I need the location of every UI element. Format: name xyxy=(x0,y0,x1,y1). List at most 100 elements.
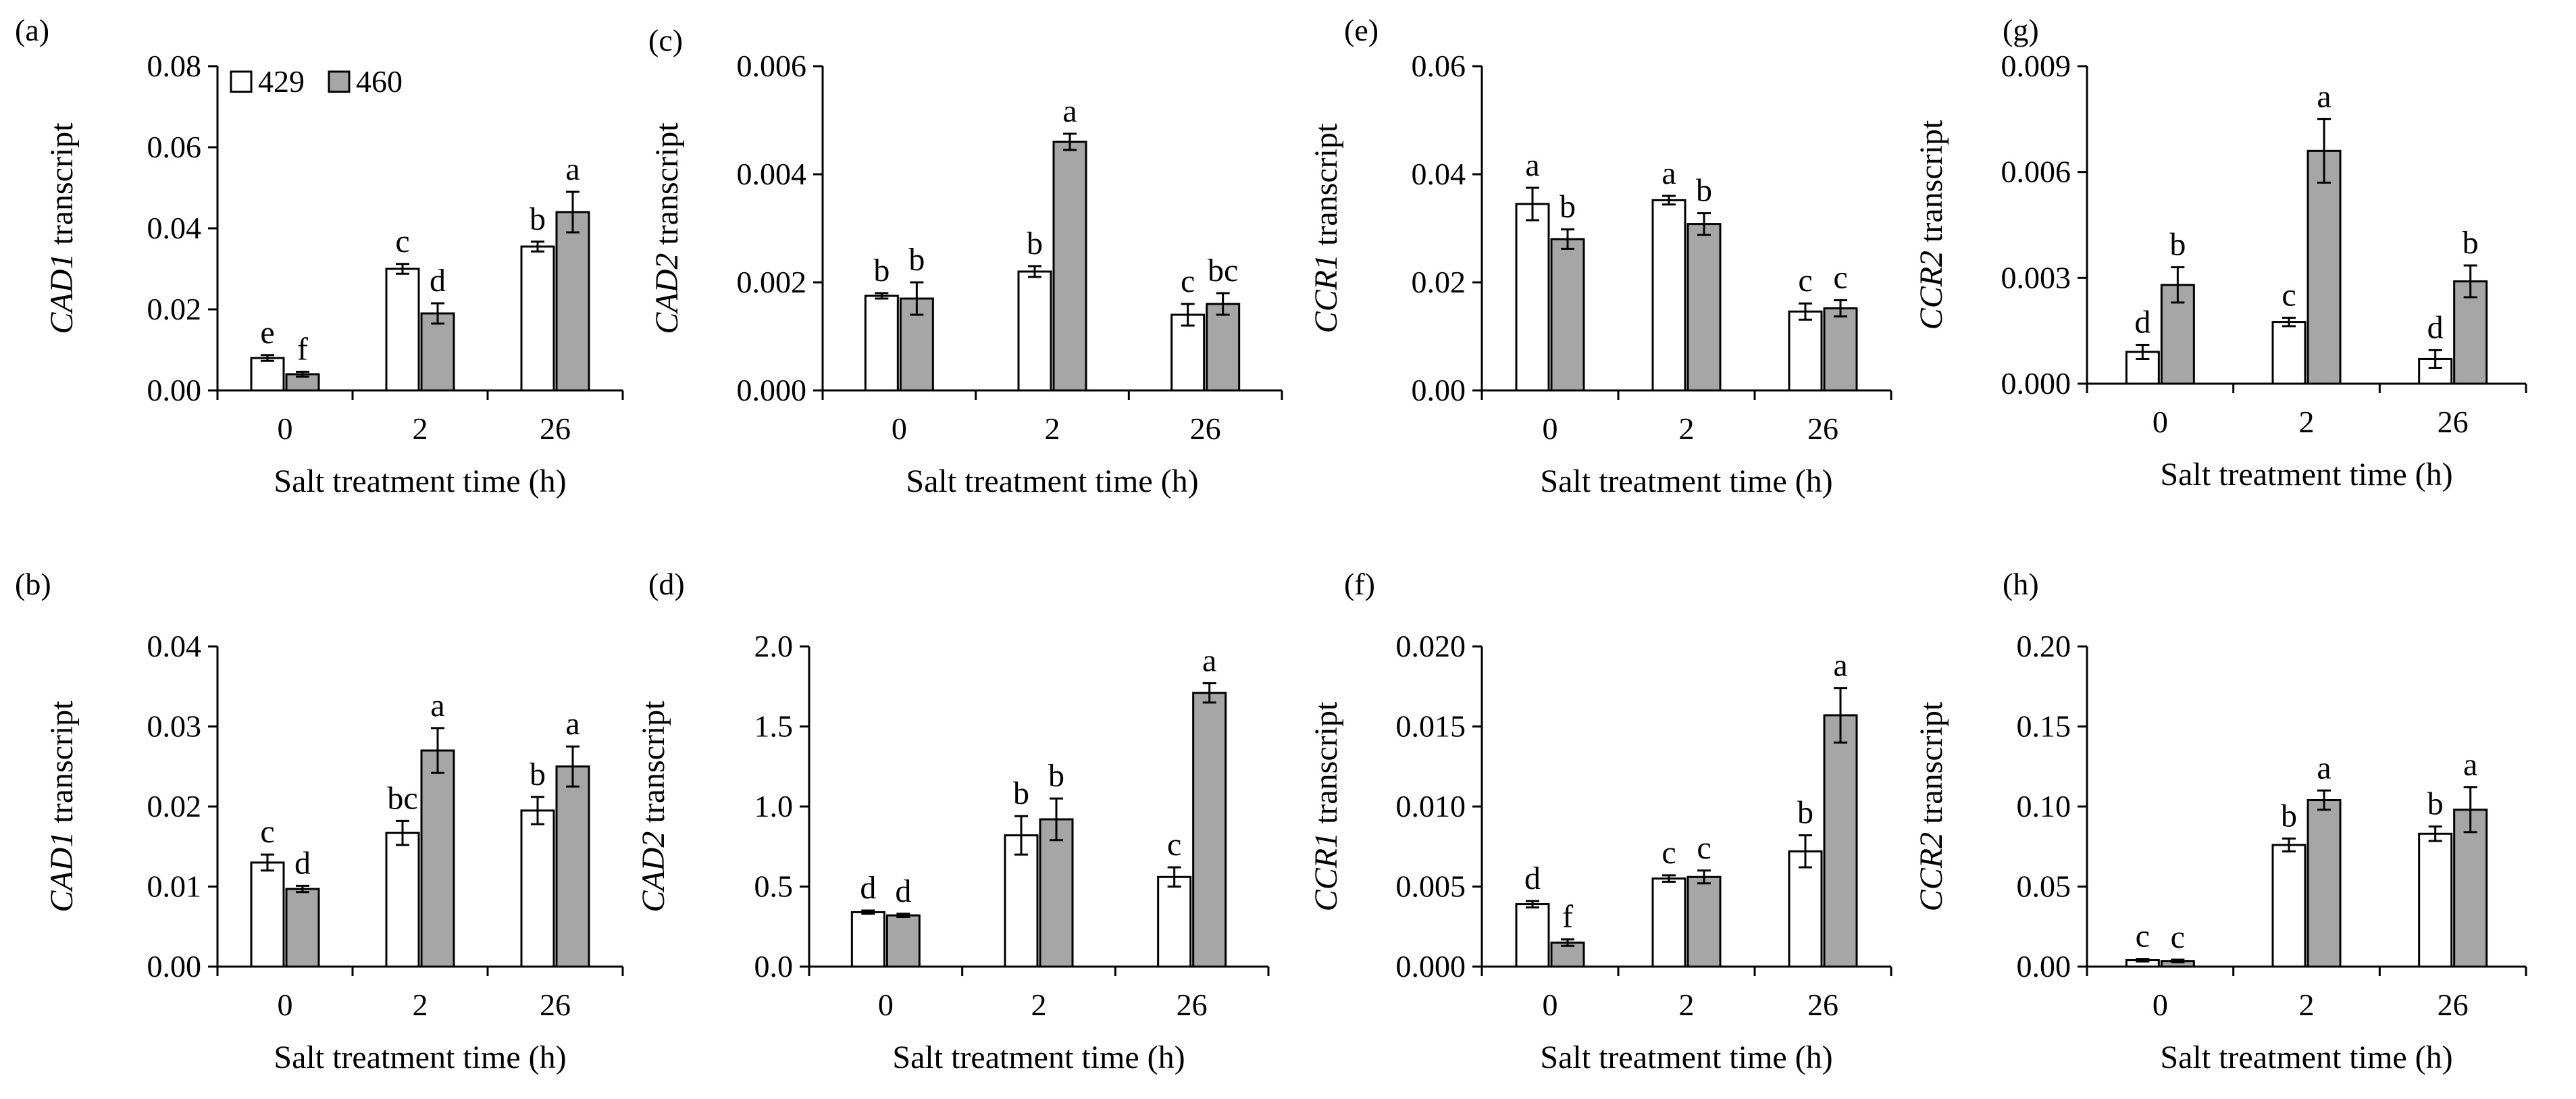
y-axis-title: CAD1 transcript xyxy=(44,700,80,913)
y-axis-title-gene: CAD2 xyxy=(636,832,671,913)
y-tick-label: 0.006 xyxy=(2001,155,2071,189)
significance-letter: bc xyxy=(1208,253,1238,288)
bar-460-26h xyxy=(1192,692,1227,968)
y-tick-label: 0.06 xyxy=(1412,49,1466,83)
significance-letter: a xyxy=(1661,155,1676,191)
y-tick-label: 0.00 xyxy=(1412,373,1466,407)
legend-swatch-429 xyxy=(230,70,253,93)
bar-460-2h xyxy=(2307,799,2342,968)
y-tick-label: 0.010 xyxy=(1396,789,1466,823)
x-tick-label: 0 xyxy=(1543,988,1558,1022)
significance-letter: c xyxy=(1833,259,1847,295)
x-tick-label: 0 xyxy=(892,411,907,446)
y-tick-label: 0.5 xyxy=(754,869,794,904)
y-tick-label: 0.05 xyxy=(2017,869,2071,904)
bar-460-26h xyxy=(1823,307,1858,392)
significance-letter: a xyxy=(1202,643,1216,679)
x-tick-label: 0 xyxy=(1543,411,1558,446)
bar-460-26h xyxy=(2453,280,2488,385)
bar-429-26h xyxy=(1170,313,1206,392)
y-tick-label: 0.006 xyxy=(737,49,807,83)
bar-429-0h xyxy=(850,911,885,968)
y-tick-label: 0.04 xyxy=(1412,157,1466,191)
y-tick-label: 0.01 xyxy=(147,869,202,904)
bar-429-2h xyxy=(1004,834,1039,968)
x-tick-label: 2 xyxy=(2299,405,2315,439)
significance-letter: b xyxy=(2169,227,2186,263)
chart-panel-g: (g) 0.000 0.003 0.006 0.009 0 d b 2 c a 26 d b Salt tr… xyxy=(1913,13,2527,492)
significance-letter: b xyxy=(1027,226,1043,261)
significance-letter: b xyxy=(530,757,546,792)
x-tick-label: 2 xyxy=(413,411,428,446)
x-tick-label: 0 xyxy=(2153,988,2168,1022)
bar-460-0h xyxy=(885,914,921,968)
x-tick-label: 2 xyxy=(1045,411,1060,446)
y-axis-title: CCR1 transcript xyxy=(1308,123,1344,333)
significance-letter: d xyxy=(430,263,446,299)
y-tick-label: 0.009 xyxy=(2001,49,2071,83)
significance-letter: c xyxy=(395,224,409,259)
significance-letter: c xyxy=(2171,919,2185,955)
y-tick-label: 0.015 xyxy=(1396,709,1466,744)
bar-429-2h xyxy=(2271,321,2307,385)
significance-letter: d xyxy=(294,845,311,881)
y-axis-title-suffix: transcript xyxy=(1308,123,1344,254)
y-axis-title-suffix: transcript xyxy=(649,122,685,253)
significance-letter: b xyxy=(1048,758,1064,794)
bar-460-0h xyxy=(285,888,320,968)
bar-429-0h xyxy=(1515,203,1550,392)
significance-letter: f xyxy=(1562,899,1573,935)
significance-letter: a xyxy=(2317,750,2331,786)
panel-label: (e) xyxy=(1344,13,1379,47)
y-tick-label: 0.08 xyxy=(147,49,202,83)
panel-label: (b) xyxy=(15,567,51,601)
significance-letter: a xyxy=(430,688,444,723)
chart-panel-a: (a) 0.00 0.02 0.04 0.06 0.08 0 e f 2 cd 26 ba Salt tr… xyxy=(15,13,624,499)
bar-429-0h xyxy=(250,861,285,968)
x-tick-label: 26 xyxy=(1807,411,1838,446)
y-tick-label: 0.020 xyxy=(1396,629,1466,663)
y-tick-label: 0.04 xyxy=(147,629,202,663)
significance-letter: b xyxy=(1696,173,1712,209)
panel-label: (f) xyxy=(1344,567,1375,601)
x-axis-title: Salt treatment time (h) xyxy=(274,463,566,499)
x-axis-title: Salt treatment time (h) xyxy=(2160,1040,2452,1075)
y-tick-label: 0.00 xyxy=(147,373,202,407)
y-axis-title-gene: CCR1 xyxy=(1308,832,1344,911)
y-axis-title-suffix: transcript xyxy=(44,122,80,253)
y-tick-label: 0.000 xyxy=(737,373,807,407)
x-axis-title: Salt treatment time (h) xyxy=(274,1040,566,1075)
significance-letter: a xyxy=(2317,78,2331,114)
significance-letter: b xyxy=(873,253,890,288)
significance-letter: d xyxy=(1524,861,1541,896)
bar-460-26h xyxy=(555,211,590,392)
x-tick-label: 26 xyxy=(2438,405,2469,439)
y-tick-label: 0.02 xyxy=(1412,265,1466,299)
y-tick-label: 0.000 xyxy=(2001,366,2071,401)
y-axis-title-suffix: transcript xyxy=(1913,120,1949,251)
bar-429-2h xyxy=(385,832,420,968)
y-axis-title-gene: CAD1 xyxy=(44,832,80,913)
significance-letter: d xyxy=(895,873,911,909)
significance-letter: a xyxy=(565,151,579,187)
significance-letter: c xyxy=(1167,827,1181,863)
x-axis-title: Salt treatment time (h) xyxy=(906,463,1198,499)
y-axis-title: CAD2 transcript xyxy=(649,122,685,334)
bar-429-0h xyxy=(1515,903,1550,968)
x-tick-label: 2 xyxy=(2299,988,2315,1022)
y-tick-label: 0.03 xyxy=(147,709,202,744)
chart-panel-f: (f) 0.000 0.005 0.010 0.015 0.020 0 df 2 c c 26 b a Sa… xyxy=(1308,567,1892,1075)
y-axis-title: CCR2 transcript xyxy=(1913,701,1949,911)
y-tick-label: 0.06 xyxy=(147,130,202,164)
panel-label: (a) xyxy=(15,13,49,47)
y-tick-label: 0.0 xyxy=(754,949,794,983)
x-tick-label: 26 xyxy=(1177,988,1208,1022)
bar-429-26h xyxy=(1157,875,1192,968)
significance-letter: c xyxy=(1798,263,1812,299)
panel-label: (d) xyxy=(648,567,685,601)
significance-letter: bc xyxy=(387,780,417,816)
x-tick-label: 0 xyxy=(2153,405,2168,439)
